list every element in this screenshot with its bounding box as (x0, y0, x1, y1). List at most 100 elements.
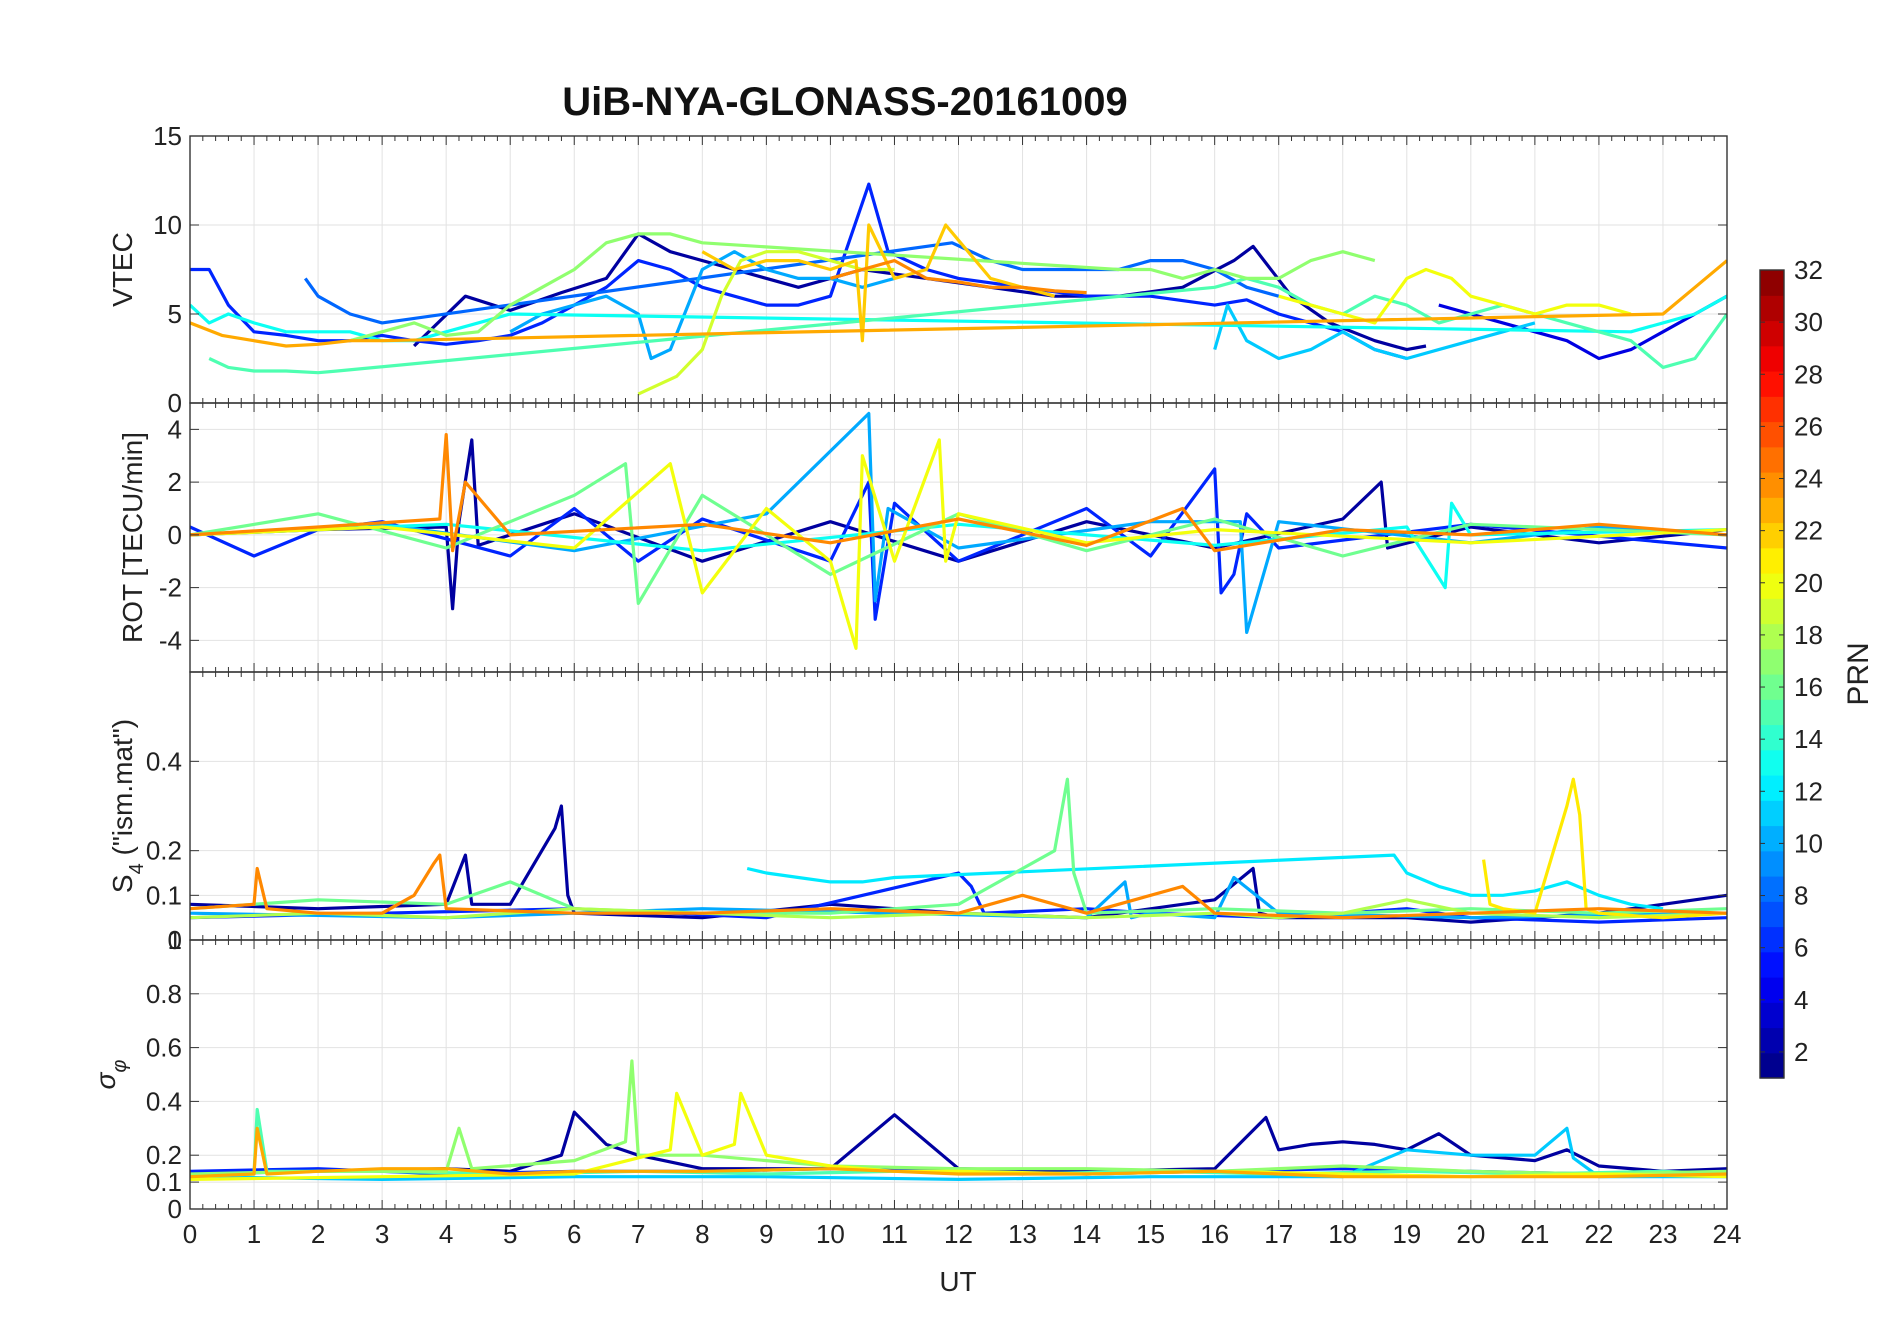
series-line-prn-23 (190, 1126, 1727, 1179)
series-line-prn-16 (190, 777, 1727, 915)
colorbar-swatch (1760, 295, 1784, 322)
x-tick-label: 2 (311, 1219, 325, 1249)
series-line-prn-8 (304, 241, 1280, 325)
chart-title: UiB-NYA-GLONASS-20161009 (562, 80, 1127, 124)
colorbar-swatch (1760, 345, 1784, 372)
y-tick-label: 2 (168, 467, 182, 497)
y-tick-label: 0.1 (146, 880, 182, 910)
colorbar-tick-label: 24 (1794, 464, 1823, 494)
colorbar-swatch (1760, 648, 1784, 675)
colorbar-swatch (1760, 825, 1784, 852)
x-tick-label: 1 (247, 1219, 261, 1249)
y-tick-label: 1 (168, 925, 182, 955)
panel-s4: 0 0.1 0.2 0.4 1 S4 ("ism.mat") (107, 671, 1728, 955)
y-tick-label: 0.6 (146, 1033, 182, 1063)
series-line-prn-20 (190, 438, 1727, 650)
x-tick-label: 8 (695, 1219, 709, 1249)
colorbar-swatch (1760, 446, 1784, 473)
y-tick-label: 5 (168, 299, 182, 329)
colorbar-swatch (1760, 850, 1784, 877)
colorbar-tick-label: 10 (1794, 828, 1823, 858)
x-tick-label: 17 (1264, 1219, 1293, 1249)
colorbar-swatch (1760, 547, 1784, 574)
series-line-prn-20 (1278, 267, 1632, 325)
colorbar-tick-label: 18 (1794, 620, 1823, 650)
y-tick-label: 0.2 (146, 1140, 182, 1170)
colorbar-swatch (1760, 497, 1784, 524)
colorbar-tick-label: 28 (1794, 359, 1823, 389)
colorbar-tick-label: 14 (1794, 724, 1823, 754)
colorbar-swatch (1760, 421, 1784, 448)
y-axis-label: S4 ("ism.mat") (107, 719, 148, 893)
x-tick-label: 0 (183, 1219, 197, 1249)
x-tick-label: 14 (1072, 1219, 1101, 1249)
x-tick-label: 19 (1392, 1219, 1421, 1249)
panel-rot: -4 -2 0 2 4 ROT [TECU/min] (117, 402, 1728, 673)
y-tick-label: 0.2 (146, 836, 182, 866)
y-tick-label: 10 (153, 210, 182, 240)
colorbar-swatch (1760, 1002, 1784, 1029)
y-tick-label: 0.8 (146, 979, 182, 1009)
colorbar-swatch (1760, 472, 1784, 498)
series-line-prn-2 (412, 232, 1427, 352)
y-tick-label: 0 (168, 1194, 182, 1224)
x-tick-label: 5 (503, 1219, 517, 1249)
colorbar-tick-label: 2 (1794, 1037, 1808, 1067)
colorbar-tick-label: 8 (1794, 881, 1808, 911)
x-tick-label: 10 (816, 1219, 845, 1249)
series-line-prn-23 (190, 259, 1727, 348)
y-tick-label: 0.4 (146, 1086, 182, 1116)
series-line-prn-10 (190, 411, 1727, 634)
y-axis-label: ROT [TECU/min] (117, 432, 148, 643)
series-line-prn-17 (349, 232, 1376, 343)
series-line-prn-17 (190, 1059, 1727, 1176)
colorbar-swatch (1760, 951, 1784, 978)
x-tick-label: 22 (1584, 1219, 1613, 1249)
colorbar-swatch (1760, 598, 1784, 625)
colorbar-swatch (1760, 724, 1784, 751)
colorbar-swatch (1760, 775, 1784, 801)
colorbar-frame (1759, 269, 1785, 1079)
series-line-prn-24 (190, 433, 1727, 553)
colorbar-swatch (1760, 270, 1784, 296)
x-tick-label: 6 (567, 1219, 581, 1249)
x-tick-label: 23 (1648, 1219, 1677, 1249)
colorbar-tick-label: 4 (1794, 985, 1808, 1015)
y-tick-label: -2 (159, 573, 182, 603)
series-line-prn-18 (190, 898, 1727, 920)
series-group (190, 182, 1727, 396)
series-line-prn-2 (190, 438, 1727, 611)
y-tick-label: 4 (168, 414, 182, 444)
colorbar-swatch (1760, 1027, 1784, 1054)
series-line-prn-11 (1213, 303, 1536, 361)
x-tick-label: 12 (944, 1219, 973, 1249)
series-group (190, 777, 1727, 924)
x-axis-label: UT (939, 1266, 976, 1297)
x-tick-label: 4 (439, 1219, 453, 1249)
y-axis-label: σφ (90, 1060, 131, 1090)
colorbar-swatch (1760, 876, 1784, 902)
colorbar-tick-label: 12 (1794, 776, 1823, 806)
series-group (190, 411, 1727, 650)
colorbar-swatch (1760, 623, 1784, 650)
y-tick-label: 0 (168, 520, 182, 550)
colorbar-tick-label: 6 (1794, 933, 1808, 963)
colorbar-swatch (1760, 749, 1784, 776)
x-tick-label: 9 (759, 1219, 773, 1249)
colorbar-tick-label: 22 (1794, 516, 1823, 546)
y-tick-label: 0 (168, 925, 182, 955)
colorbar-label: PRN (1842, 642, 1875, 705)
x-tick-label: 18 (1328, 1219, 1357, 1249)
y-tick-label: 0.1 (146, 1167, 182, 1197)
x-tick-label: 7 (631, 1219, 645, 1249)
y-tick-label: 15 (153, 121, 182, 151)
colorbar-swatch (1760, 977, 1784, 1003)
y-tick-label: 0.4 (146, 746, 182, 776)
y-tick-label: 0 (168, 388, 182, 418)
colorbar-tick-label: 32 (1794, 255, 1823, 285)
series-line-prn-24 (190, 853, 1727, 920)
colorbar-swatch (1760, 699, 1784, 726)
